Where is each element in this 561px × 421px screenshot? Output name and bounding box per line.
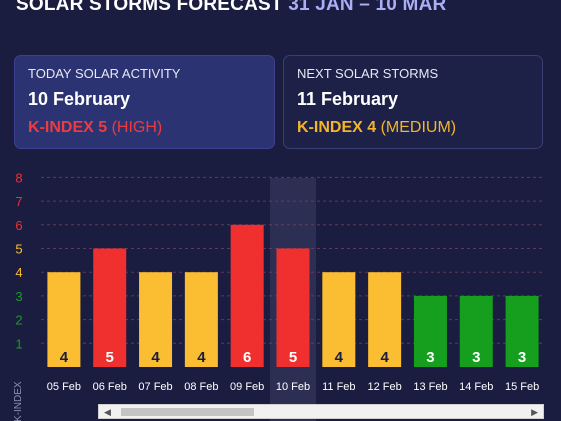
x-tick-label: 09 Feb	[230, 381, 264, 393]
scroll-left-icon[interactable]: ◀	[104, 407, 111, 417]
y-tick-label: 2	[15, 313, 22, 328]
bar-value-label: 3	[426, 349, 434, 366]
x-tick-label: 11 Feb	[322, 381, 355, 393]
bar-value-label: 6	[243, 349, 251, 366]
y-tick-label: 1	[15, 336, 22, 351]
chart-scrollbar[interactable]: ◀ ▶	[98, 404, 544, 419]
today-activity-card: TODAY SOLAR ACTIVITY 10 February K-INDEX…	[14, 55, 275, 149]
scrollbar-thumb[interactable]	[121, 408, 254, 416]
date-range: 31 JAN – 10 MAR	[288, 0, 447, 15]
kindex-value: K-INDEX 4 (MEDIUM)	[297, 119, 529, 137]
x-tick-label: 07 Feb	[138, 381, 172, 393]
kindex-level: (MEDIUM)	[380, 119, 457, 136]
next-storms-card: NEXT SOLAR STORMS 11 February K-INDEX 4 …	[283, 55, 543, 149]
bar	[413, 295, 447, 367]
y-tick-label: 6	[15, 218, 22, 233]
bar	[93, 248, 127, 367]
card-label: TODAY SOLAR ACTIVITY	[28, 66, 181, 81]
bar-value-label: 4	[151, 349, 160, 366]
card-date: 10 February	[28, 89, 131, 109]
bar	[139, 272, 173, 367]
y-tick-label: 5	[15, 242, 22, 257]
page-title: SOLAR STORMS FORECAST 31 JAN – 10 MAR	[16, 0, 446, 16]
bar	[322, 272, 356, 367]
x-tick-label: 14 Feb	[459, 381, 493, 393]
scroll-right-icon[interactable]: ▶	[531, 407, 538, 417]
bar-value-label: 5	[289, 349, 297, 366]
bar	[230, 224, 264, 367]
bar-value-label: 3	[518, 349, 526, 366]
kindex-label: K-INDEX 5	[28, 119, 108, 136]
y-tick-label: 3	[15, 289, 22, 304]
card-label: NEXT SOLAR STORMS	[297, 66, 439, 81]
title-text: SOLAR STORMS FORECAST	[16, 0, 283, 15]
bar-value-label: 3	[472, 349, 480, 366]
bar	[276, 248, 310, 367]
bar-value-label: 4	[380, 349, 389, 366]
bar	[459, 295, 493, 367]
kindex-label: K-INDEX 4	[297, 119, 377, 136]
kindex-level: (HIGH)	[111, 119, 163, 136]
card-date: 11 February	[297, 89, 399, 109]
x-tick-label: 10 Feb	[276, 381, 310, 393]
x-tick-label: 13 Feb	[413, 381, 447, 393]
x-tick-label: 05 Feb	[47, 381, 81, 393]
bar	[47, 272, 81, 367]
bar	[368, 272, 402, 367]
bar	[184, 272, 218, 367]
bar-value-label: 5	[106, 349, 114, 366]
x-tick-label: 12 Feb	[368, 381, 402, 393]
bar-value-label: 4	[335, 349, 344, 366]
bar-value-label: 4	[197, 349, 206, 366]
y-tick-label: 7	[15, 194, 22, 209]
bar-value-label: 4	[60, 349, 69, 366]
kindex-value: K-INDEX 5 (HIGH)	[28, 119, 261, 137]
x-tick-label: 08 Feb	[184, 381, 218, 393]
y-tick-label: 8	[15, 170, 22, 185]
x-tick-label: 06 Feb	[93, 381, 127, 393]
x-tick-label: 15 Feb	[505, 381, 539, 393]
bar	[505, 295, 539, 367]
y-tick-label: 4	[15, 265, 22, 280]
y-axis-label: K-INDEX	[13, 381, 24, 421]
